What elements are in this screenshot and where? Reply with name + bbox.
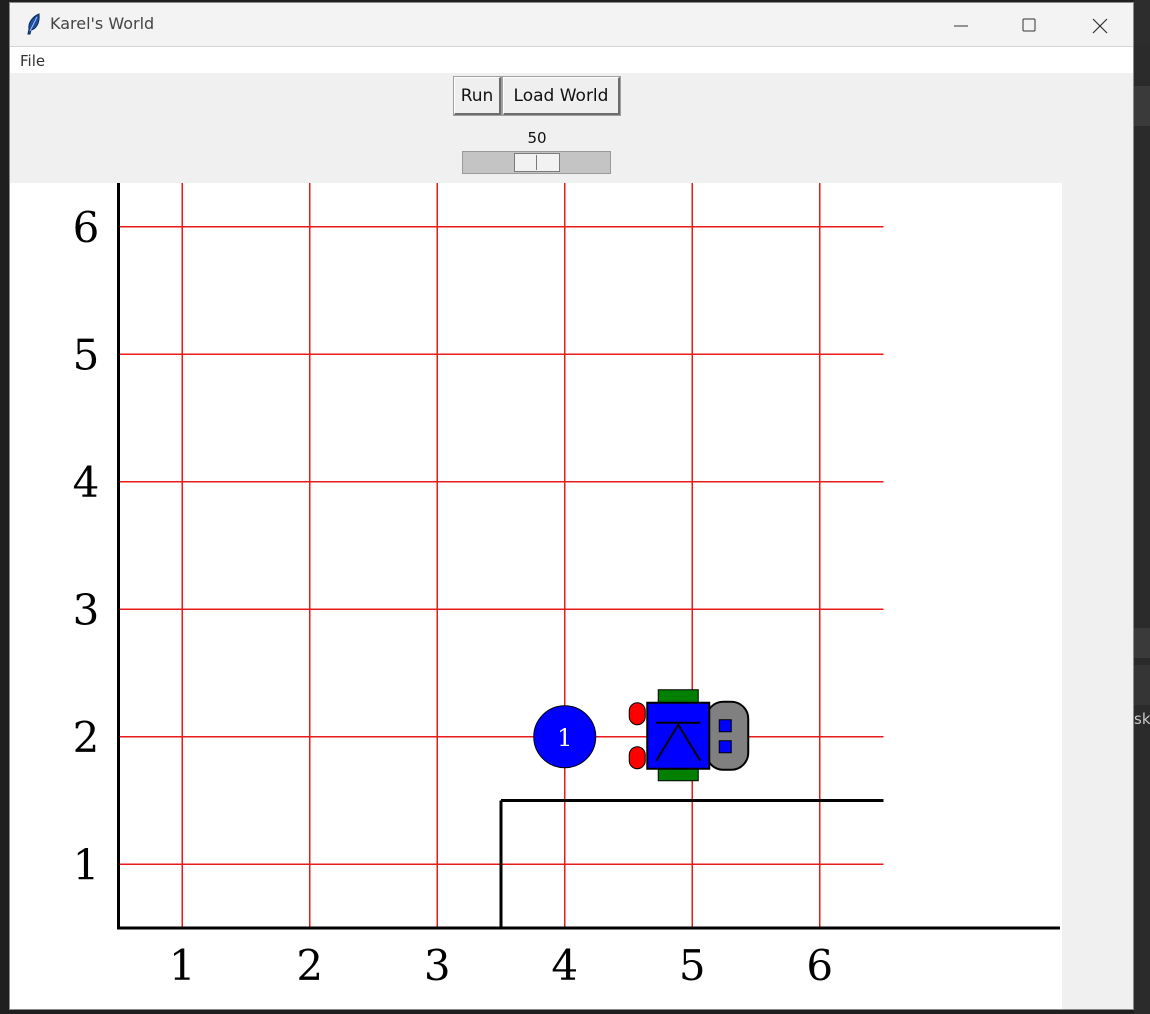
karel-eye: [718, 719, 732, 733]
x-axis-label: 6: [806, 941, 833, 990]
y-axis-label: 5: [73, 330, 100, 379]
karel-head: [705, 700, 750, 771]
speed-slider[interactable]: [462, 151, 611, 174]
background-partial-text: sk: [1134, 710, 1150, 728]
x-axis-label: 3: [424, 941, 451, 990]
close-button[interactable]: [1077, 3, 1123, 47]
y-axis-label: 1: [73, 840, 100, 889]
menu-file[interactable]: File: [20, 52, 46, 70]
karel-tread-top: [657, 689, 699, 704]
background-desktop: [1134, 0, 1150, 1014]
karel-mouth-chevron: [655, 722, 702, 762]
y-axis-label: 4: [73, 458, 100, 507]
y-axis-label: 6: [73, 203, 100, 252]
beeper: [533, 705, 597, 769]
karel-world-window: Karel's World File Run Load World 50: [9, 2, 1134, 1010]
run-button[interactable]: Run: [453, 76, 502, 116]
minimize-button[interactable]: [938, 3, 984, 47]
y-axis-label: 3: [73, 585, 100, 634]
x-axis-label: 5: [679, 941, 706, 990]
menu-bar: File: [10, 47, 1133, 73]
load-world-button[interactable]: Load World: [502, 76, 621, 116]
feather-icon: [24, 13, 44, 35]
karel-foot-top: [628, 702, 646, 726]
x-axis-label: 1: [169, 941, 196, 990]
window-title: Karel's World: [50, 14, 155, 33]
title-bar[interactable]: Karel's World: [10, 3, 1133, 47]
speed-value: 50: [527, 129, 547, 147]
x-axis-label: 4: [551, 941, 578, 990]
control-panel: Run Load World 50: [10, 73, 1133, 183]
y-axis-label: 2: [73, 713, 100, 762]
x-axis-label: 2: [296, 941, 323, 990]
world-canvas: 1 2 3 4 5 6 1 2 3 4 5 6 1: [10, 183, 1062, 1009]
maximize-button[interactable]: [1006, 3, 1052, 47]
karel-eye: [718, 740, 732, 754]
karel-foot-bottom: [628, 746, 646, 770]
beeper-count: 1: [557, 724, 572, 752]
speed-slider-handle[interactable]: [514, 153, 560, 172]
